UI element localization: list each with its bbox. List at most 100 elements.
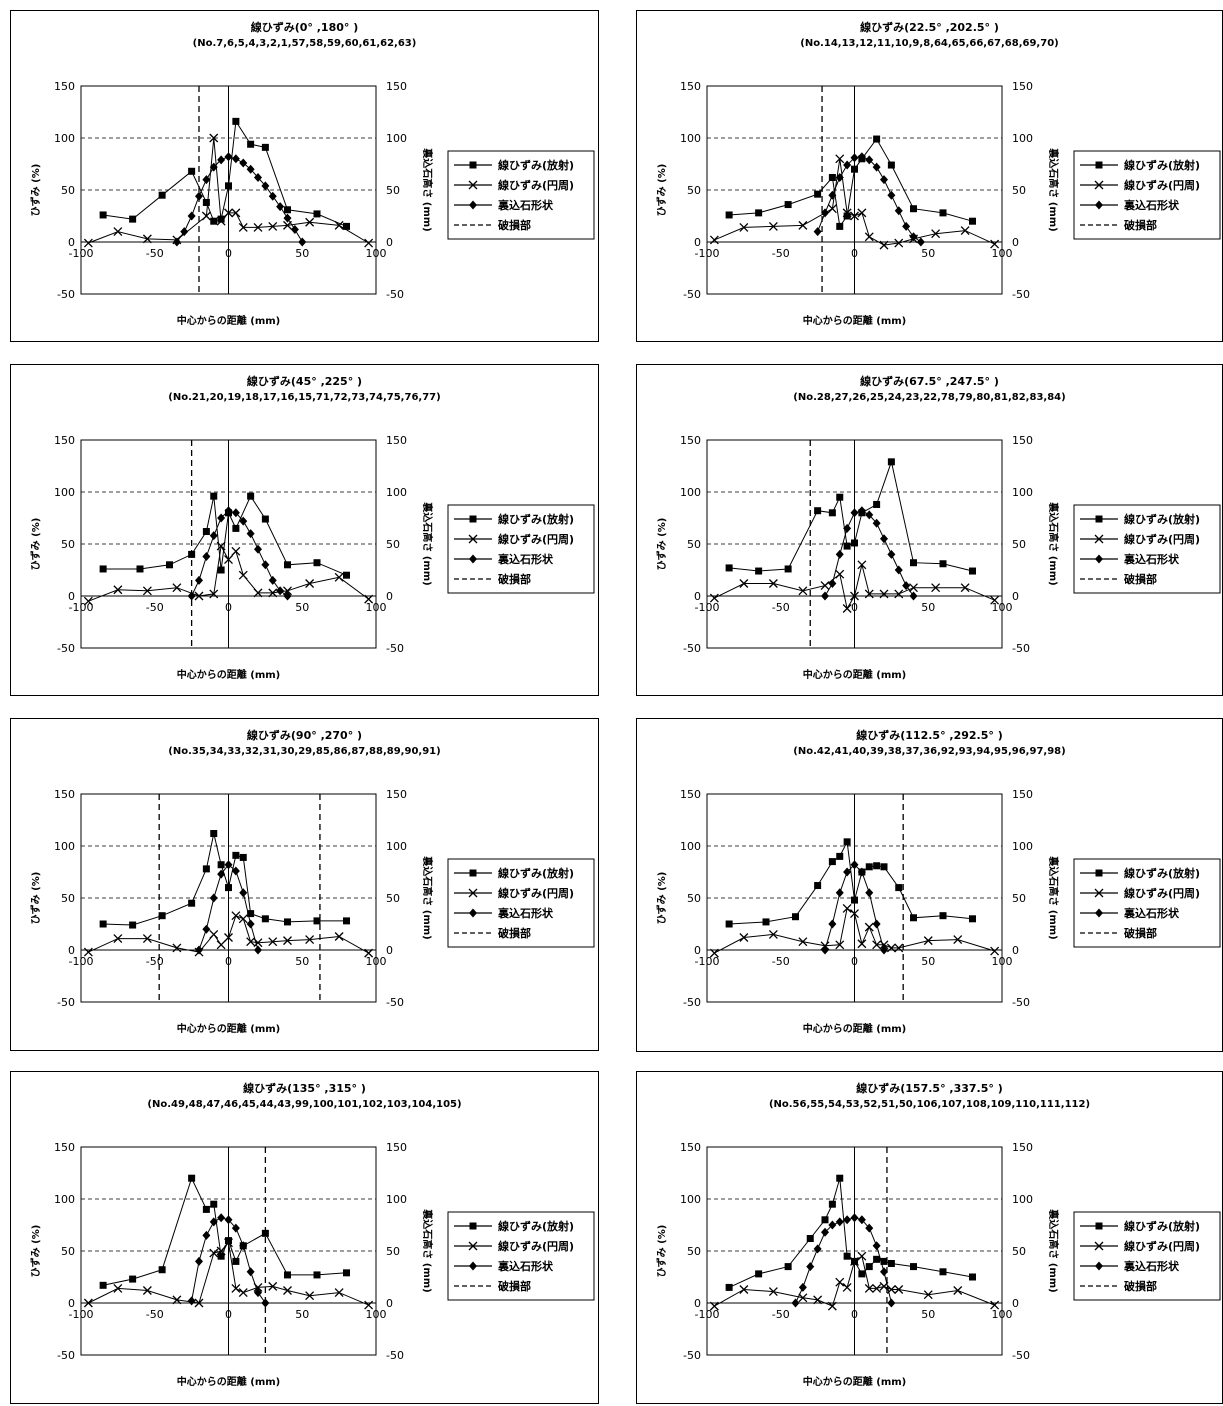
data-point (873, 500, 881, 508)
y-tick-label: 0 (694, 944, 701, 957)
data-point (224, 1238, 233, 1248)
data-point (238, 1288, 248, 1298)
data-point (835, 1277, 845, 1287)
data-point (166, 561, 173, 569)
chart-svg: 150 150 100 100 50 50 0 0 -50 -50 -100 -50 0 50 100 ひずみ… (29, 434, 595, 681)
data-point (813, 1295, 823, 1305)
data-point (842, 903, 852, 913)
data-point (225, 182, 232, 190)
y-axis-title: ひずみ (%) (29, 518, 42, 571)
data-point (798, 220, 808, 230)
x-tick-label: 50 (295, 955, 309, 968)
x-tick-label: 0 (851, 247, 858, 260)
legend-marker (1095, 161, 1103, 169)
data-point (261, 1229, 269, 1237)
legend-label: 破損部 (498, 926, 531, 940)
y2-tick-label: -50 (386, 1349, 404, 1362)
data-point (843, 838, 851, 846)
y-tick-label: -50 (57, 288, 75, 301)
x-tick-label: 0 (225, 1308, 232, 1321)
chart-title: 線ひずみ(67.5° ,247.5° ) (860, 375, 999, 388)
y2-axis-title: 裏込石高さ (mm) (421, 1208, 434, 1292)
x-tick-label: 100 (992, 601, 1013, 614)
legend-label: 裏込石形状 (1123, 552, 1180, 566)
x-tick-label: -50 (146, 601, 164, 614)
data-point (261, 181, 270, 191)
data-point (129, 215, 137, 223)
chart-subtitle: (No.56,55,54,53,52,51,50,106,107,108,109… (768, 1099, 1091, 1110)
data-point (172, 943, 182, 953)
y2-axis-title: 裏込石高さ (mm) (421, 147, 434, 231)
y-tick-label: 0 (68, 944, 75, 957)
data-point (873, 135, 881, 143)
data-point (939, 912, 947, 920)
data-point (187, 211, 196, 221)
data-point (828, 174, 836, 182)
legend-marker (469, 1261, 477, 1271)
x-tick-label: -100 (69, 1308, 94, 1321)
series-line (103, 119, 347, 227)
data-point (725, 211, 733, 219)
data-point (857, 1251, 867, 1261)
y-tick-label: 100 (54, 132, 75, 145)
data-point (313, 1271, 321, 1279)
data-point (864, 589, 874, 599)
y-tick-label: 150 (680, 80, 701, 93)
series-line (714, 564, 995, 610)
x-tick-label: -100 (695, 1308, 720, 1321)
data-point (194, 1298, 204, 1308)
data-point (217, 513, 226, 523)
data-point (821, 591, 829, 601)
data-point (923, 1290, 933, 1300)
data-point (113, 934, 123, 944)
x-tick-label: -100 (695, 955, 720, 968)
data-point (828, 919, 837, 929)
y-tick-label: -50 (683, 288, 701, 301)
y2-tick-label: 50 (1012, 184, 1026, 197)
legend-label: 線ひずみ(放射) (498, 1219, 574, 1233)
data-point (129, 921, 137, 929)
data-point (850, 1256, 859, 1266)
data-point (142, 1286, 152, 1295)
data-point (880, 863, 888, 871)
data-point (843, 523, 852, 533)
data-point (755, 209, 763, 217)
data-point (238, 222, 248, 232)
data-point (894, 1285, 904, 1294)
y-tick-label: 50 (61, 184, 75, 197)
y-tick-label: 100 (680, 1193, 701, 1206)
data-point (232, 851, 240, 859)
data-point (865, 1223, 874, 1233)
y-tick-label: 0 (694, 1297, 701, 1310)
series-line (103, 833, 347, 926)
data-point (216, 216, 226, 226)
x-tick-label: -50 (146, 1308, 164, 1321)
series-line (88, 1241, 369, 1306)
data-point (842, 1282, 852, 1292)
y-tick-label: 50 (61, 538, 75, 551)
chart-panel-2: 線ひずみ(45° ,225° ) (No.21,20,19,18,17,16,1… (10, 364, 599, 696)
data-point (873, 1255, 881, 1263)
series-group (709, 154, 1000, 250)
data-point (172, 583, 182, 593)
y2-tick-label: 50 (1012, 892, 1026, 905)
data-point (217, 1252, 225, 1260)
data-point (210, 217, 218, 225)
data-point (850, 508, 859, 518)
data-point (768, 1287, 778, 1297)
data-point (343, 571, 350, 579)
y2-tick-label: 150 (386, 1141, 407, 1154)
series-group (725, 135, 976, 230)
data-point (334, 932, 344, 941)
y-tick-label: -50 (57, 642, 75, 655)
data-point (254, 1288, 262, 1298)
data-point (887, 1298, 896, 1308)
data-point (850, 153, 859, 163)
x-tick-label: -50 (772, 601, 790, 614)
data-point (865, 510, 874, 520)
chart-subtitle: (No.35,34,33,32,31,30,29,85,86,87,88,89,… (168, 746, 441, 757)
legend-label: 裏込石形状 (1123, 1259, 1180, 1273)
data-point (210, 492, 218, 500)
chart-panel-5: 線ひずみ(112.5° ,292.5° ) (No.42,41,40,39,38… (636, 718, 1223, 1052)
y-tick-label: -50 (683, 1349, 701, 1362)
